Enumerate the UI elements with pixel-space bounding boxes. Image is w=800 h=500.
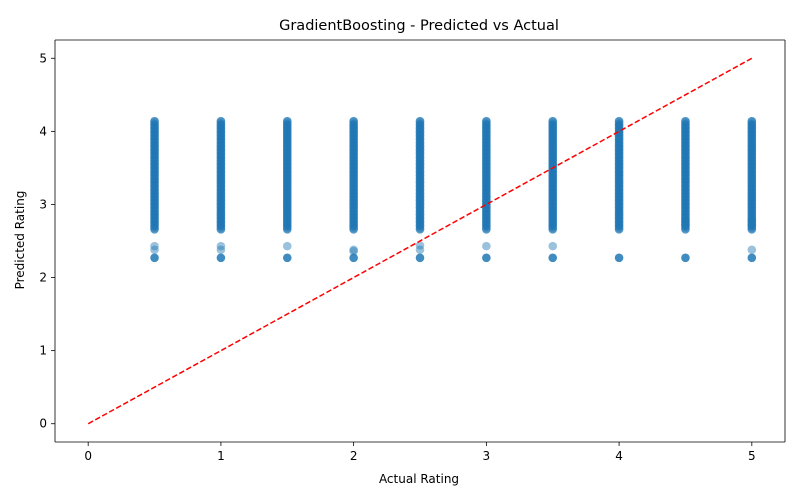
data-point xyxy=(614,253,624,263)
data-point xyxy=(216,245,226,255)
ticks-layer: 0 1 2 3 4 5 0 1 2 3 4 5 xyxy=(39,51,755,463)
y-tick-label: 0 xyxy=(39,417,47,431)
data-point xyxy=(349,245,358,255)
data-point xyxy=(216,253,226,263)
x-tick-label: 0 xyxy=(84,449,92,463)
x-axis-label: Actual Rating xyxy=(379,472,459,486)
x-tick-label: 5 xyxy=(748,449,756,463)
data-point xyxy=(282,241,292,251)
data-point xyxy=(548,241,558,251)
x-tick-label: 2 xyxy=(350,449,358,463)
x-tick-label: 3 xyxy=(483,449,491,463)
data-point xyxy=(747,220,757,230)
x-tick-label: 4 xyxy=(615,449,623,463)
data-point xyxy=(482,241,491,251)
data-point xyxy=(747,216,757,225)
data-point xyxy=(415,116,425,126)
data-point xyxy=(349,253,358,263)
y-tick-label: 3 xyxy=(39,197,47,211)
x-tick-label: 1 xyxy=(217,449,225,463)
data-point xyxy=(415,241,425,250)
chart-title: GradientBoosting - Predicted vs Actual xyxy=(279,18,559,34)
data-point xyxy=(216,116,226,126)
data-point xyxy=(747,245,757,255)
y-tick-label: 5 xyxy=(39,51,47,65)
data-point xyxy=(150,245,159,255)
y-axis-label: Predicted Rating xyxy=(13,191,27,290)
reference-line xyxy=(87,57,753,425)
data-point xyxy=(681,116,690,126)
data-point xyxy=(681,216,690,225)
data-point xyxy=(150,241,159,251)
data-point xyxy=(681,253,690,263)
y-tick-label: 4 xyxy=(39,124,47,138)
data-point xyxy=(415,245,425,255)
y-tick-label: 2 xyxy=(39,271,47,285)
data-point xyxy=(150,116,159,126)
data-point xyxy=(747,253,757,263)
data-point xyxy=(282,253,292,263)
data-point xyxy=(482,253,491,263)
data-point xyxy=(216,241,226,251)
data-point xyxy=(482,116,491,126)
data-point xyxy=(150,253,159,263)
axes-layer xyxy=(54,39,786,443)
data-point xyxy=(349,246,358,256)
data-point xyxy=(548,116,558,126)
y-tick-label: 1 xyxy=(39,344,47,358)
reference-line-layer xyxy=(87,57,753,425)
data-point xyxy=(681,220,690,230)
data-point xyxy=(415,253,425,263)
data-point xyxy=(614,116,624,126)
points-layer xyxy=(150,116,757,263)
data-point xyxy=(282,116,292,126)
data-point xyxy=(747,116,757,126)
data-point xyxy=(548,253,558,263)
data-point xyxy=(349,116,358,126)
